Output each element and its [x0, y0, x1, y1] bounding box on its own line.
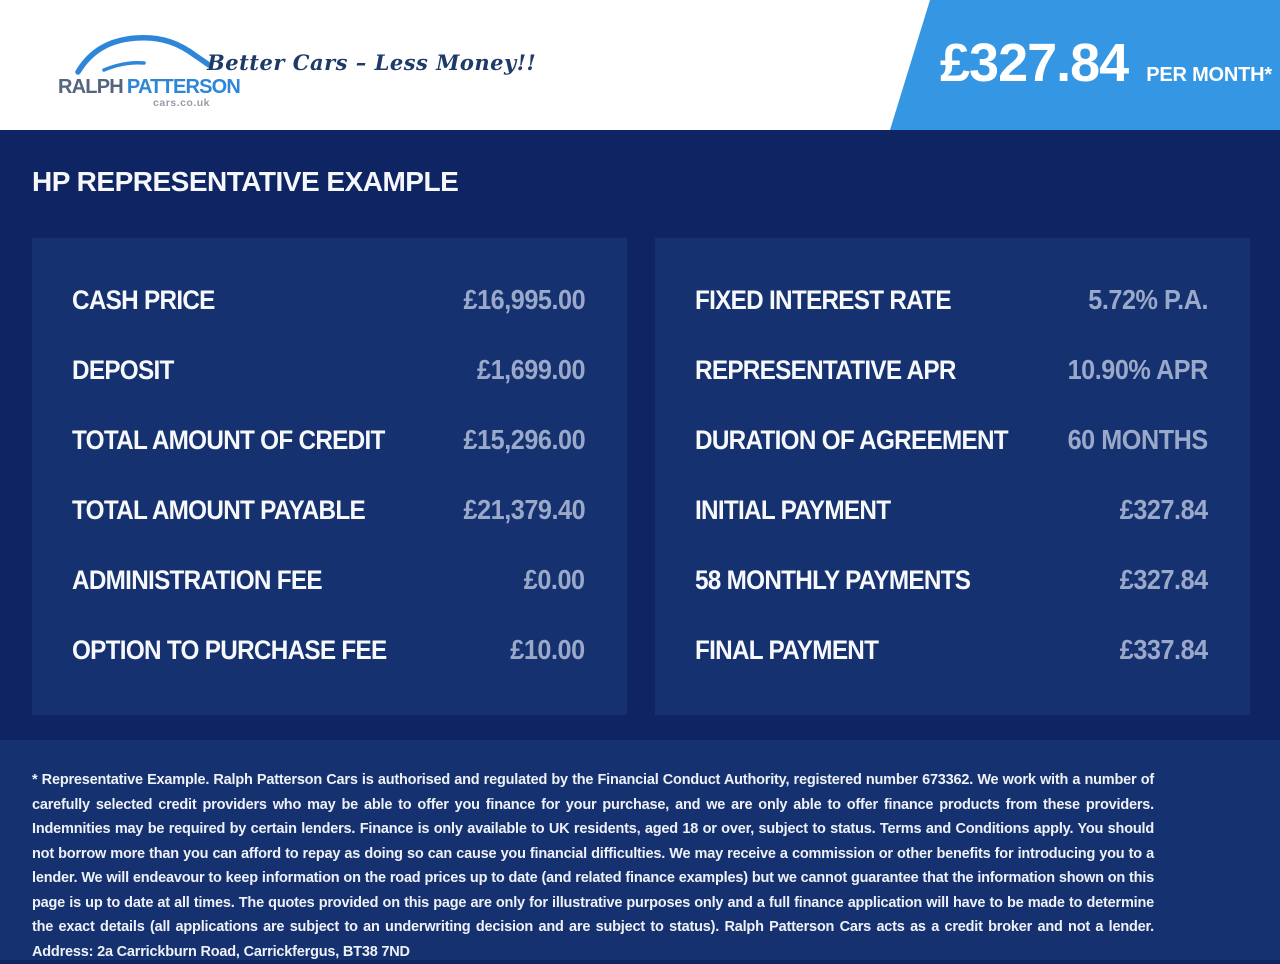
- row-label: REPRESENTATIVE APR: [695, 354, 956, 385]
- row-value: £327.84: [1120, 494, 1208, 525]
- main-content: HP REPRESENTATIVE EXAMPLE CASH PRICE £16…: [0, 130, 1280, 740]
- price-banner-content: £327.84 PER MONTH*: [940, 34, 1272, 92]
- finance-row-option-fee: OPTION TO PURCHASE FEE £10.00: [32, 615, 627, 685]
- row-label: OPTION TO PURCHASE FEE: [72, 634, 387, 665]
- finance-row-monthly-payments: 58 MONTHLY PAYMENTS £327.84: [655, 545, 1250, 615]
- row-value: £0.00: [524, 564, 585, 595]
- finance-row-apr: REPRESENTATIVE APR 10.90% APR: [655, 335, 1250, 405]
- disclaimer-text: * Representative Example. Ralph Patterso…: [32, 772, 1154, 960]
- row-label: TOTAL AMOUNT PAYABLE: [72, 494, 366, 525]
- row-label: ADMINISTRATION FEE: [72, 564, 323, 595]
- page-title: HP REPRESENTATIVE EXAMPLE: [32, 166, 459, 197]
- finance-row-interest-rate: FIXED INTEREST RATE 5.72% P.A.: [655, 265, 1250, 335]
- finance-row-duration: DURATION OF AGREEMENT 60 MONTHS: [655, 405, 1250, 475]
- car-swoosh-icon: [75, 34, 212, 75]
- row-label: FINAL PAYMENT: [695, 634, 879, 665]
- row-value: £1,699.00: [476, 354, 586, 385]
- row-value: 10.90% APR: [1067, 354, 1209, 385]
- row-label: 58 MONTHLY PAYMENTS: [695, 564, 971, 595]
- row-value: £21,379.40: [463, 494, 585, 525]
- dealer-logo[interactable]: RALPH PATTERSON cars.co.uk: [58, 26, 241, 109]
- row-label: FIXED INTEREST RATE: [695, 284, 952, 315]
- monthly-price-suffix: PER MONTH*: [1146, 64, 1272, 86]
- finance-row-cash-price: CASH PRICE £16,995.00: [32, 265, 627, 335]
- logo-wordmark: RALPH PATTERSON: [58, 76, 241, 99]
- finance-row-final-payment: FINAL PAYMENT £337.84: [655, 615, 1250, 685]
- row-label: INITIAL PAYMENT: [695, 494, 891, 525]
- row-label: TOTAL AMOUNT OF CREDIT: [72, 424, 385, 455]
- header: RALPH PATTERSON cars.co.uk Better Cars – …: [0, 0, 1280, 130]
- monthly-price: £327.84: [940, 33, 1129, 93]
- finance-amounts-panel: CASH PRICE £16,995.00 DEPOSIT £1,699.00 …: [32, 238, 627, 715]
- row-label: CASH PRICE: [72, 284, 215, 315]
- finance-row-total-credit: TOTAL AMOUNT OF CREDIT £15,296.00: [32, 405, 627, 475]
- logo-name-part2: PATTERSON: [126, 76, 241, 98]
- row-value: 5.72% P.A.: [1088, 284, 1208, 315]
- row-label: DEPOSIT: [72, 354, 174, 385]
- row-value: £15,296.00: [463, 424, 585, 455]
- row-label: DURATION OF AGREEMENT: [695, 424, 1009, 455]
- row-value: £337.84: [1120, 634, 1208, 665]
- finance-row-deposit: DEPOSIT £1,699.00: [32, 335, 627, 405]
- finance-terms-panel: FIXED INTEREST RATE 5.72% P.A. REPRESENT…: [655, 238, 1250, 715]
- footer: * Representative Example. Ralph Patterso…: [0, 740, 1280, 960]
- row-value: £16,995.00: [463, 284, 585, 315]
- row-value: 60 MONTHS: [1067, 424, 1209, 455]
- row-value: £10.00: [510, 634, 586, 665]
- price-banner: £327.84 PER MONTH*: [890, 0, 1280, 130]
- finance-row-admin-fee: ADMINISTRATION FEE £0.00: [32, 545, 627, 615]
- row-value: £327.84: [1120, 564, 1208, 595]
- finance-row-initial-payment: INITIAL PAYMENT £327.84: [655, 475, 1250, 545]
- logo-name-part1: RALPH: [58, 76, 124, 98]
- finance-row-total-payable: TOTAL AMOUNT PAYABLE £21,379.40: [32, 475, 627, 545]
- tagline: Better Cars – Less Money!!: [207, 50, 537, 75]
- logo-domain: cars.co.uk: [153, 97, 210, 109]
